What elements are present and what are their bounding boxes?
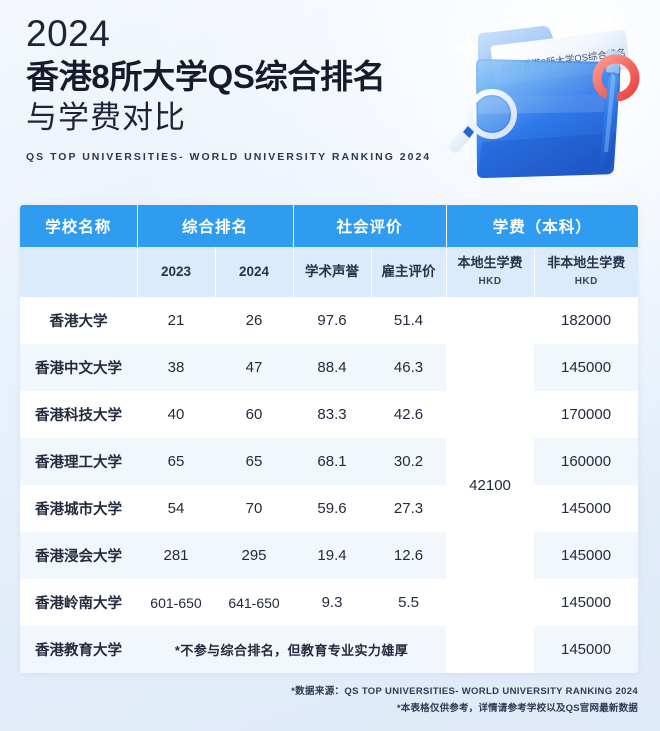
- footer-notes: *数据来源：QS TOP UNIVERSITIES- WORLD UNIVERS…: [118, 683, 638, 717]
- table-row: 香港中文大学 38 47 88.4 46.3 145000: [20, 344, 638, 391]
- sub-header-rank-2024: 2024: [215, 247, 294, 297]
- table-head: 学校名称 综合排名 社会评价 学费（本科） 2023 2024 学术声誉 雇主评…: [20, 205, 638, 297]
- table-body: 香港大学 21 26 97.6 51.4 42100 182000 香港中文大学…: [20, 297, 638, 673]
- cell-nonlocal-tuition: 145000: [534, 626, 638, 673]
- cell-education-note: *不参与综合排名，但教育专业实力雄厚: [137, 626, 447, 673]
- pen-icon: [599, 72, 620, 169]
- title-year: 2024: [26, 13, 111, 54]
- sub-header-rank-2023: 2023: [137, 247, 216, 297]
- cell-employer: 42.6: [371, 391, 447, 438]
- cell-academic: 9.3: [293, 579, 372, 626]
- cell-rank-2023: 54: [137, 485, 215, 532]
- poster-header: 2024 香港8所大学QS综合排名 与学费对比 QS TOP UNIVERSIT…: [0, 0, 660, 192]
- cell-nonlocal-tuition: 145000: [534, 532, 638, 579]
- sub-header-employer: 雇主评价: [371, 247, 447, 297]
- cell-university: 香港大学: [20, 297, 137, 344]
- table-sub-header-row: 2023 2024 学术声誉 雇主评价 本地生学费 HKD 非本地生学费 HKD: [20, 247, 638, 297]
- cell-rank-2023: 40: [137, 391, 215, 438]
- group-header-tuition: 学费（本科）: [446, 205, 638, 247]
- cell-nonlocal-tuition: 145000: [534, 485, 638, 532]
- table-row: 香港科技大学 40 60 83.3 42.6 170000: [20, 391, 638, 438]
- group-header-ranking: 综合排名: [137, 205, 294, 247]
- cell-rank-2024: 60: [215, 391, 294, 438]
- cell-rank-2024: 295: [215, 532, 294, 579]
- cell-academic: 68.1: [293, 438, 372, 485]
- ranking-table-container: 学校名称 综合排名 社会评价 学费（本科） 2023 2024 学术声誉 雇主评…: [20, 205, 638, 673]
- title-subtitle-english: QS TOP UNIVERSITIES- WORLD UNIVERSITY RA…: [26, 151, 432, 163]
- table-row: 香港岭南大学 601-650 641-650 9.3 5.5 145000: [20, 579, 638, 626]
- sub-header-local-tuition: 本地生学费 HKD: [446, 247, 535, 297]
- cell-university: 香港理工大学: [20, 438, 137, 485]
- table-row: 香港教育大学 *不参与综合排名，但教育专业实力雄厚 145000: [20, 626, 638, 673]
- cell-employer: 12.6: [371, 532, 447, 579]
- sub-header-nonlocal-tuition: 非本地生学费 HKD: [534, 247, 638, 297]
- cell-employer: 46.3: [371, 344, 447, 391]
- cell-rank-2023: 65: [137, 438, 215, 485]
- cell-university: 香港科技大学: [20, 391, 137, 438]
- cell-nonlocal-tuition: 145000: [534, 344, 638, 391]
- group-header-school: 学校名称: [20, 205, 138, 247]
- cell-university: 香港岭南大学: [20, 579, 137, 626]
- cell-employer: 27.3: [371, 485, 447, 532]
- sub-header-local-tuition-unit: HKD: [478, 275, 502, 287]
- sub-header-local-tuition-label: 本地生学费: [457, 254, 523, 270]
- sparkle-icon: [453, 32, 485, 64]
- title-block: 2024 香港8所大学QS综合排名 与学费对比 QS TOP UNIVERSIT…: [26, 13, 466, 164]
- cell-employer: 5.5: [371, 579, 447, 626]
- ranking-table: 学校名称 综合排名 社会评价 学费（本科） 2023 2024 学术声誉 雇主评…: [20, 205, 638, 673]
- cell-university: 香港浸会大学: [20, 532, 137, 579]
- cell-rank-2023: 21: [137, 297, 215, 344]
- title-main: 香港8所大学QS综合排名: [26, 58, 386, 95]
- cell-employer: 30.2: [371, 438, 447, 485]
- sub-header-nonlocal-tuition-unit: HKD: [574, 275, 598, 287]
- cell-rank-2024: 641-650: [215, 579, 294, 626]
- cell-university: 香港教育大学: [20, 626, 137, 673]
- cell-academic: 83.3: [293, 391, 372, 438]
- sub-header-academic: 学术声誉: [293, 247, 372, 297]
- cell-rank-2024: 70: [215, 485, 294, 532]
- folder-illustration: 2024香港8所大学QS综合排名: [438, 2, 658, 197]
- cell-local-tuition-merged: 42100: [446, 297, 535, 673]
- cell-academic: 59.6: [293, 485, 372, 532]
- cell-rank-2023: 601-650: [137, 579, 215, 626]
- folder-illustration-svg: 2024香港8所大学QS综合排名: [448, 14, 640, 179]
- footer-note-source: *数据来源：QS TOP UNIVERSITIES- WORLD UNIVERS…: [291, 686, 638, 697]
- cell-rank-2023: 38: [137, 344, 215, 391]
- cell-academic: 88.4: [293, 344, 372, 391]
- table-group-header-row: 学校名称 综合排名 社会评价 学费（本科）: [20, 205, 638, 247]
- cell-rank-2024: 65: [215, 438, 294, 485]
- cell-university: 香港中文大学: [20, 344, 137, 391]
- sparkle-icon-small: [599, 14, 621, 36]
- magnifier-icon: [448, 89, 517, 153]
- cell-employer: 51.4: [371, 297, 447, 344]
- folder-front: [476, 59, 621, 179]
- cell-nonlocal-tuition: 170000: [534, 391, 638, 438]
- cell-nonlocal-tuition: 145000: [534, 579, 638, 626]
- table-row: 香港大学 21 26 97.6 51.4 42100 182000: [20, 297, 638, 673]
- footer-note-disclaimer: *本表格仅供参考，详情请参考学校以及QS官网最新数据: [396, 703, 638, 714]
- table-row: 香港理工大学 65 65 68.1 30.2 160000: [20, 438, 638, 485]
- sub-header-nonlocal-tuition-label: 非本地生学费: [547, 254, 626, 270]
- cell-rank-2024: 26: [215, 297, 294, 344]
- cell-rank-2024: 47: [215, 344, 294, 391]
- title-secondary: 与学费对比: [26, 100, 186, 135]
- cell-rank-2023: 281: [137, 532, 215, 579]
- cell-nonlocal-tuition: 160000: [534, 438, 638, 485]
- cell-academic: 97.6: [293, 297, 372, 344]
- cell-university: 香港城市大学: [20, 485, 137, 532]
- table-row: 香港城市大学 54 70 59.6 27.3 145000: [20, 485, 638, 532]
- cell-nonlocal-tuition: 182000: [534, 297, 638, 344]
- cell-academic: 19.4: [293, 532, 372, 579]
- group-header-social: 社会评价: [293, 205, 447, 247]
- table-row: 香港浸会大学 281 295 19.4 12.6 145000: [20, 532, 638, 579]
- sub-header-blank: [20, 247, 138, 297]
